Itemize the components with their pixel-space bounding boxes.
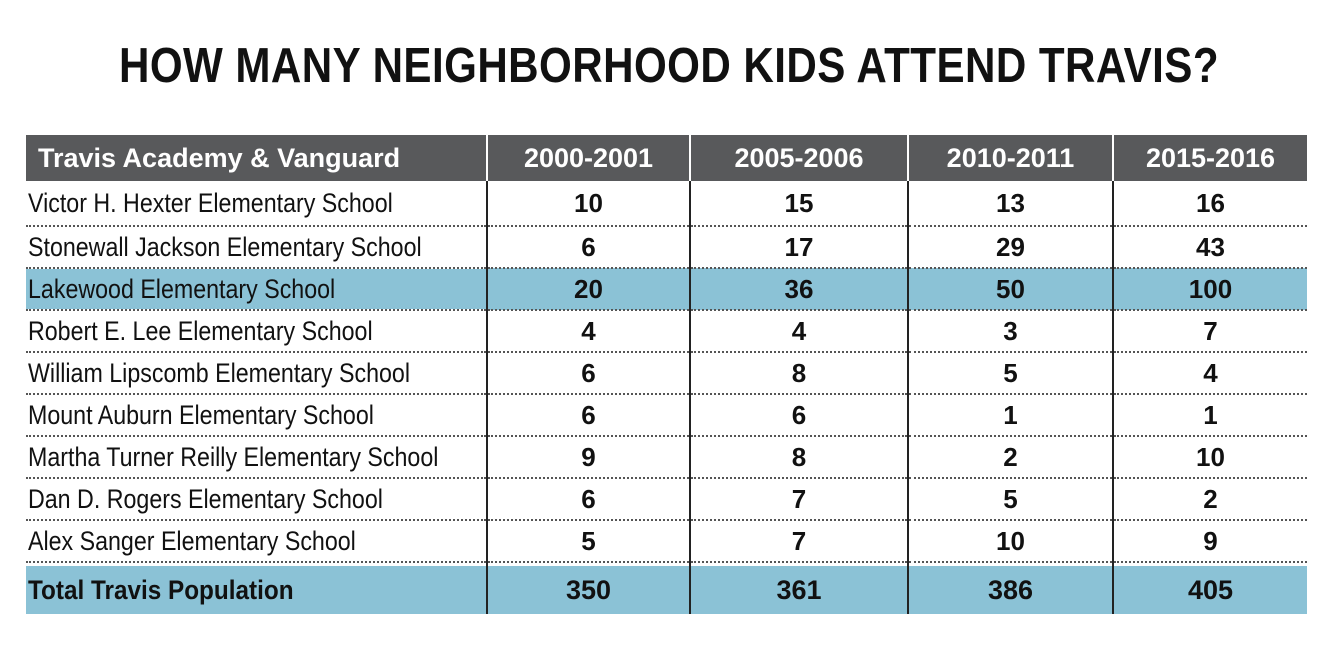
school-name-cell: Victor H. Hexter Elementary School: [26, 181, 487, 227]
value-cell: 1: [907, 394, 1113, 437]
value-cell: 8: [689, 352, 908, 395]
table-row: Lakewood Elementary School 20 36 50 100: [26, 268, 1307, 311]
total-label: Total Travis Population: [26, 566, 487, 614]
column-header-2005-2006: 2005-2006: [689, 135, 908, 181]
column-header-2015-2016: 2015-2016: [1112, 135, 1307, 181]
school-name-cell: Robert E. Lee Elementary School: [26, 310, 487, 353]
total-row: Total Travis Population 350 361 386 405: [26, 566, 1307, 614]
table-row: Stonewall Jackson Elementary School 6 17 29…: [26, 226, 1307, 269]
value-cell: 1: [1112, 394, 1307, 437]
table-row: Victor H. Hexter Elementary School 10 15 13…: [26, 181, 1307, 227]
value-cell: 4: [1112, 352, 1307, 395]
column-header-2010-2011: 2010-2011: [907, 135, 1113, 181]
school-name-cell: Alex Sanger Elementary School: [26, 520, 487, 563]
value-cell: 36: [689, 268, 908, 311]
value-cell: 2: [1112, 478, 1307, 521]
value-cell: 6: [689, 394, 908, 437]
table-body: Victor H. Hexter Elementary School 10 15 13…: [26, 181, 1307, 563]
school-name-cell: Stonewall Jackson Elementary School: [26, 226, 487, 269]
table-row: William Lipscomb Elementary School 6 8 5 4: [26, 352, 1307, 395]
enrollment-table: Travis Academy & Vanguard 2000-2001 2005…: [26, 135, 1307, 614]
value-cell: 15: [689, 181, 908, 227]
total-cell: 361: [689, 566, 908, 614]
header-row: Travis Academy & Vanguard 2000-2001 2005…: [26, 135, 1307, 181]
value-cell: 6: [486, 226, 690, 269]
value-cell: 13: [907, 181, 1113, 227]
value-cell: 6: [486, 394, 690, 437]
value-cell: 29: [907, 226, 1113, 269]
table-row: Dan D. Rogers Elementary School 6 7 5 2: [26, 478, 1307, 521]
school-name-cell: Mount Auburn Elementary School: [26, 394, 487, 437]
table-row: Martha Turner Reilly Elementary School 9 8…: [26, 436, 1307, 479]
value-cell: 10: [486, 181, 690, 227]
value-cell: 16: [1112, 181, 1307, 227]
total-cell: 405: [1112, 566, 1307, 614]
value-cell: 8: [689, 436, 908, 479]
value-cell: 5: [907, 478, 1113, 521]
value-cell: 17: [689, 226, 908, 269]
value-cell: 9: [1112, 520, 1307, 563]
column-header-2000-2001: 2000-2001: [486, 135, 690, 181]
table-row: Alex Sanger Elementary School 5 7 10 9: [26, 520, 1307, 563]
value-cell: 2: [907, 436, 1113, 479]
value-cell: 4: [486, 310, 690, 353]
chart-title: HOW MANY NEIGHBORHOOD KIDS ATTEND TRAVIS…: [118, 39, 1219, 93]
value-cell: 9: [486, 436, 690, 479]
total-cell: 350: [486, 566, 690, 614]
value-cell: 43: [1112, 226, 1307, 269]
value-cell: 7: [689, 478, 908, 521]
value-cell: 4: [689, 310, 908, 353]
table-row: Robert E. Lee Elementary School 4 4 3 7: [26, 310, 1307, 353]
value-cell: 100: [1112, 268, 1307, 311]
school-name-cell: Lakewood Elementary School: [26, 268, 487, 311]
school-name-cell: William Lipscomb Elementary School: [26, 352, 487, 395]
value-cell: 50: [907, 268, 1113, 311]
value-cell: 10: [907, 520, 1113, 563]
value-cell: 3: [907, 310, 1113, 353]
value-cell: 6: [486, 478, 690, 521]
total-cell: 386: [907, 566, 1113, 614]
value-cell: 6: [486, 352, 690, 395]
value-cell: 5: [486, 520, 690, 563]
table-row: Mount Auburn Elementary School 6 6 1 1: [26, 394, 1307, 437]
school-name-cell: Martha Turner Reilly Elementary School: [26, 436, 487, 479]
column-header-school: Travis Academy & Vanguard: [26, 135, 487, 181]
value-cell: 7: [1112, 310, 1307, 353]
school-name-cell: Dan D. Rogers Elementary School: [26, 478, 487, 521]
value-cell: 5: [907, 352, 1113, 395]
value-cell: 10: [1112, 436, 1307, 479]
value-cell: 20: [486, 268, 690, 311]
value-cell: 7: [689, 520, 908, 563]
